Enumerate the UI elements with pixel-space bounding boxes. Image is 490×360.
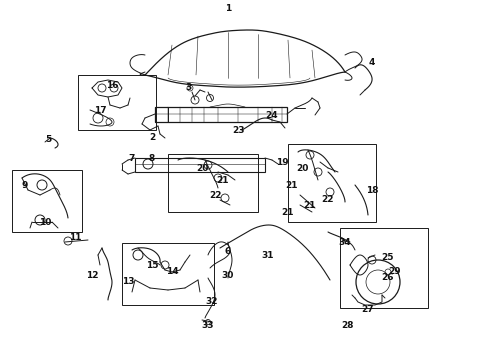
Bar (122, 243, 214, 305)
Text: 11: 11 (69, 234, 81, 243)
Bar (135, 158, 265, 172)
Text: 10: 10 (39, 217, 51, 226)
Bar (340, 228, 428, 308)
Text: 33: 33 (202, 320, 214, 329)
Text: 3: 3 (185, 84, 191, 93)
Text: 25: 25 (382, 253, 394, 262)
Text: 5: 5 (45, 135, 51, 144)
Text: 1: 1 (225, 4, 231, 13)
Text: 30: 30 (222, 270, 234, 279)
Text: 15: 15 (146, 261, 158, 270)
Bar (12, 170, 82, 232)
Text: 19: 19 (276, 158, 288, 166)
Text: 21: 21 (282, 207, 294, 216)
Text: 21: 21 (304, 201, 316, 210)
Text: 21: 21 (216, 176, 228, 185)
Text: 16: 16 (106, 81, 118, 90)
Text: 12: 12 (86, 270, 98, 279)
Text: 18: 18 (366, 185, 378, 194)
Text: 4: 4 (369, 58, 375, 67)
Text: 31: 31 (262, 251, 274, 260)
Text: 20: 20 (196, 163, 208, 172)
Text: 26: 26 (382, 274, 394, 283)
Bar (288, 144, 376, 222)
Bar (155, 107, 287, 122)
Text: 24: 24 (266, 111, 278, 120)
Text: 7: 7 (129, 153, 135, 162)
Text: 29: 29 (389, 267, 401, 276)
Bar (78, 75, 156, 130)
Text: 21: 21 (286, 180, 298, 189)
Text: 34: 34 (339, 238, 351, 247)
Text: 8: 8 (149, 153, 155, 162)
Text: 22: 22 (209, 190, 221, 199)
Text: 13: 13 (122, 278, 134, 287)
Bar (168, 154, 258, 212)
Text: 28: 28 (342, 320, 354, 329)
Text: 23: 23 (232, 126, 244, 135)
Text: 2: 2 (149, 134, 155, 143)
Text: 20: 20 (296, 163, 308, 172)
Text: 14: 14 (166, 267, 178, 276)
Text: 9: 9 (22, 180, 28, 189)
Text: 6: 6 (225, 248, 231, 256)
Text: 17: 17 (94, 105, 106, 114)
Text: 22: 22 (322, 195, 334, 204)
Text: 27: 27 (362, 306, 374, 315)
Text: 32: 32 (206, 297, 218, 306)
